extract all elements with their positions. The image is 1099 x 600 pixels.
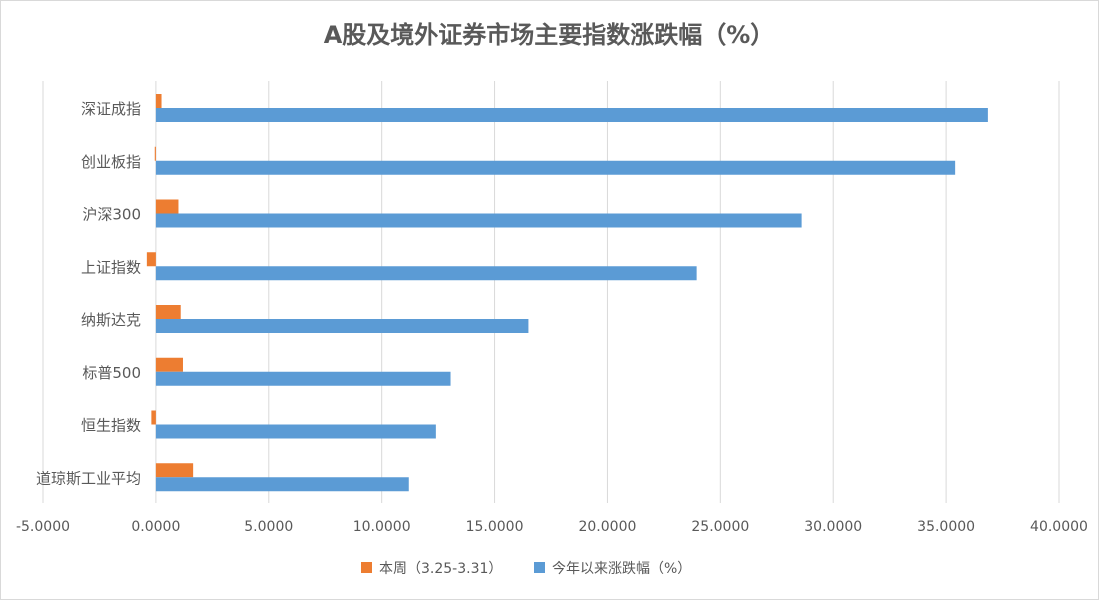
x-tick-label: 10.0000	[353, 519, 411, 535]
bar-weekly	[151, 410, 156, 425]
bars	[146, 94, 988, 492]
x-tick-label: 15.0000	[466, 519, 524, 535]
x-tick-label: 25.0000	[691, 519, 749, 535]
category-label: 恒生指数	[81, 417, 141, 435]
x-tick-label: 20.0000	[578, 519, 636, 535]
category-label: 纳斯达克	[81, 311, 141, 329]
category-label: 道琼斯工业平均	[36, 469, 141, 487]
x-tick-label: 0.0000	[131, 519, 180, 535]
category-label: 创业板指	[81, 153, 141, 171]
bar-ytd	[155, 266, 697, 281]
bar-weekly	[155, 94, 162, 108]
x-tick-label: 30.0000	[804, 519, 862, 535]
bar-ytd	[155, 319, 529, 333]
category-label: 深证成指	[81, 100, 141, 118]
bar-weekly	[146, 252, 156, 267]
bar-ytd	[155, 213, 802, 228]
category-label: 标普500	[82, 364, 141, 382]
bar-weekly	[155, 463, 194, 478]
bar-weekly	[155, 305, 181, 319]
legend-swatch	[534, 562, 545, 573]
bar-ytd	[155, 424, 436, 439]
bar-weekly	[154, 146, 156, 161]
bar-ytd	[155, 371, 451, 386]
category-label: 上证指数	[81, 258, 141, 276]
grid-lines	[42, 81, 1060, 503]
bar-ytd	[155, 108, 988, 122]
legend-label: 本周（3.25-3.31）	[379, 561, 502, 577]
legend-label: 今年以来涨跌幅（%）	[552, 561, 691, 577]
bar-ytd	[155, 477, 409, 492]
legend-swatch	[361, 562, 372, 573]
legend: 本周（3.25-3.31） 今年以来涨跌幅（%）	[361, 561, 691, 577]
bar-weekly	[155, 357, 183, 372]
x-tick-label: -5.0000	[16, 519, 70, 535]
x-tick-label: 5.0000	[244, 519, 293, 535]
category-label: 沪深300	[82, 206, 141, 224]
x-tick-labels: -5.0000 0.0000 5.0000 10.0000 15.0000 20.0000…	[16, 519, 1088, 535]
x-tick-label: 40.0000	[1030, 519, 1088, 535]
bar-weekly	[155, 199, 179, 214]
x-tick-label: 35.0000	[917, 519, 975, 535]
bar-ytd	[155, 160, 956, 175]
chart-title: A股及境外证券市场主要指数涨跌幅（%）	[324, 21, 775, 49]
